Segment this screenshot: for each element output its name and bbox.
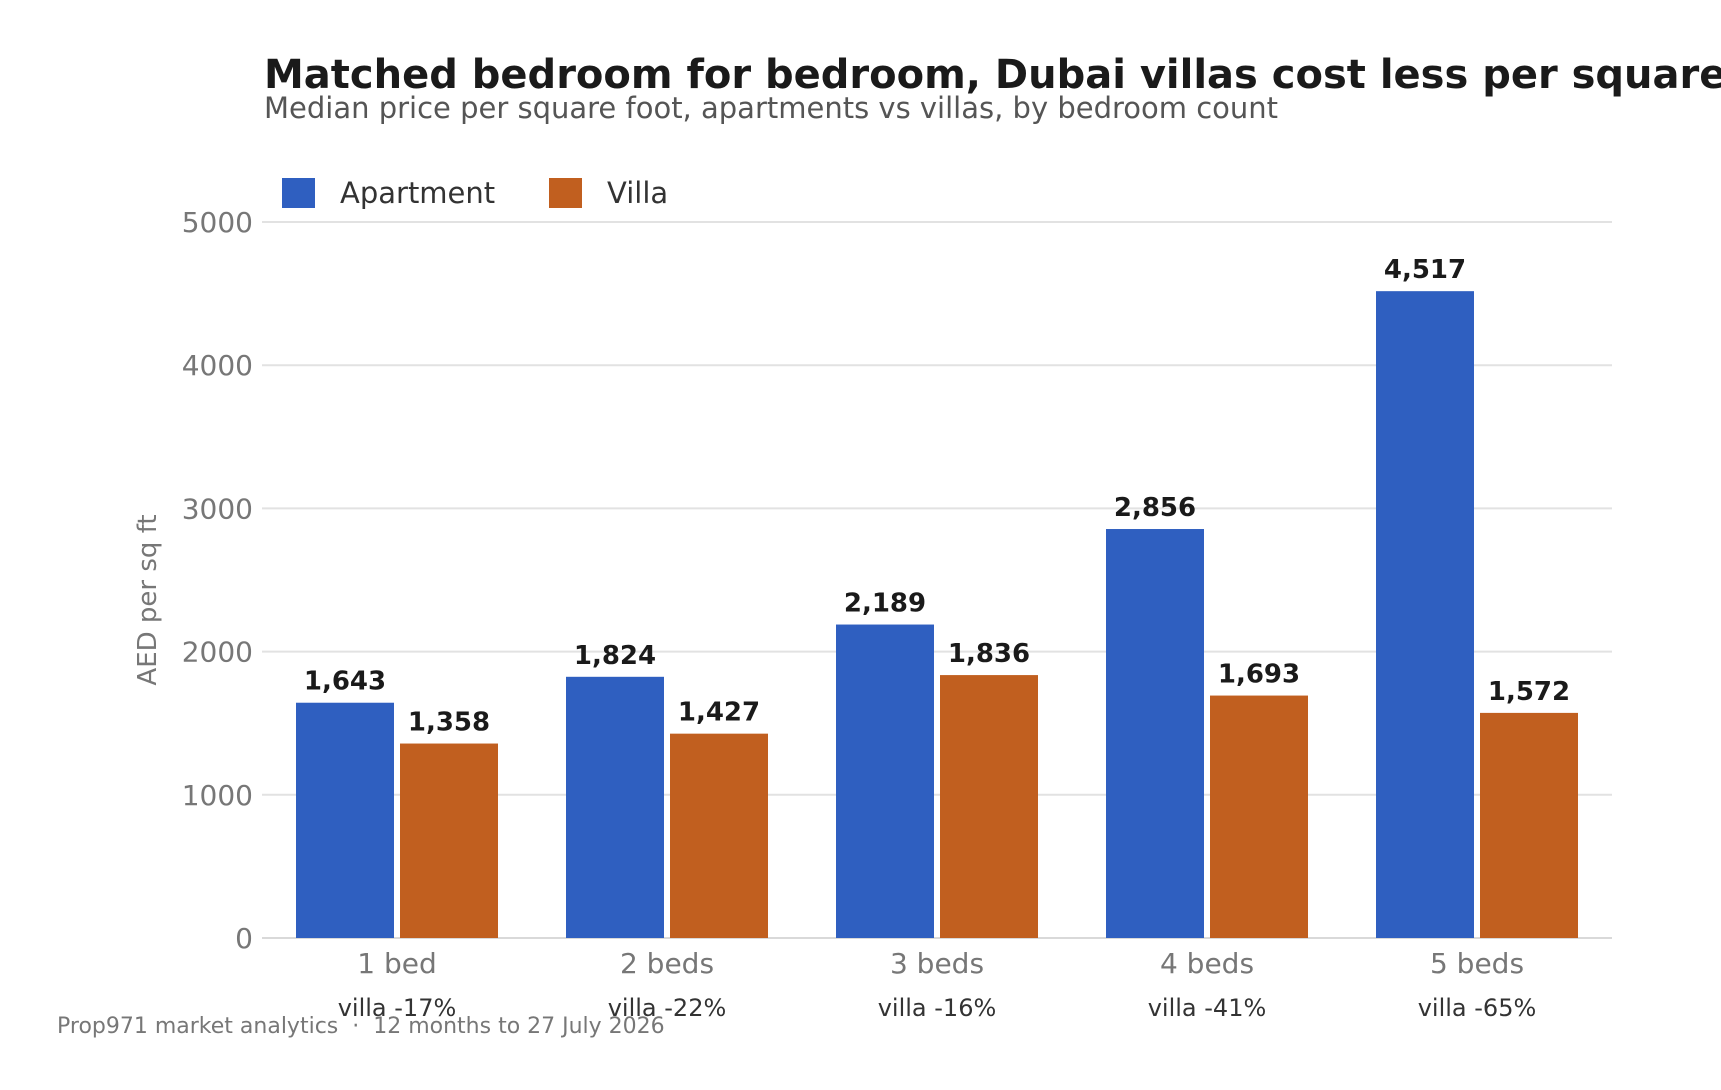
data-label: 1,643 <box>304 667 386 697</box>
x-tick-label: 5 beds <box>1430 947 1524 980</box>
bar-villa <box>400 743 498 938</box>
data-label: 1,693 <box>1218 660 1300 690</box>
bar-villa <box>670 733 768 938</box>
bar-villa <box>1210 695 1308 938</box>
bar-apartment <box>1376 291 1474 938</box>
y-tick-label: 1000 <box>182 779 253 812</box>
category-note: villa -16% <box>878 994 997 1022</box>
bars <box>296 291 1578 938</box>
chart-title: Matched bedroom for bedroom, Dubai villa… <box>264 52 1721 98</box>
x-axis-categories: 1 bed villa -17% 2 beds villa -22% 3 beds vil… <box>338 947 1537 1022</box>
x-tick-label: 2 beds <box>620 947 714 980</box>
category-note: villa -65% <box>1418 994 1537 1022</box>
data-label: 1,836 <box>948 639 1030 669</box>
bar-apartment <box>836 624 934 938</box>
footer-note: Prop971 market analytics · 12 months to … <box>57 1014 665 1039</box>
y-tick-label: 3000 <box>182 492 253 525</box>
data-label: 2,189 <box>844 589 926 619</box>
y-axis-title: AED per sq ft <box>133 514 163 685</box>
data-label: 2,856 <box>1114 493 1196 523</box>
data-labels: 1,643 1,358 1,824 1,427 2,189 1,836 2,856 1,693… <box>304 255 1570 737</box>
x-tick-label: 3 beds <box>890 947 984 980</box>
y-tick-label: 4000 <box>182 349 253 382</box>
bar-apartment <box>296 702 394 938</box>
data-label: 1,358 <box>408 708 490 738</box>
category-note: villa -41% <box>1148 994 1267 1022</box>
bar-apartment <box>1106 529 1204 938</box>
category-note: villa -22% <box>608 994 727 1022</box>
y-axis-ticks: 0 1000 2000 3000 4000 5000 <box>182 206 253 955</box>
y-tick-label: 2000 <box>182 636 253 669</box>
bar-apartment <box>566 676 664 938</box>
chart-subtitle: Median price per square foot, apartments… <box>264 91 1278 125</box>
legend: Apartment Villa <box>282 176 668 210</box>
legend-label-villa: Villa <box>607 176 668 210</box>
data-label: 1,572 <box>1488 677 1570 707</box>
legend-label-apartment: Apartment <box>340 176 495 210</box>
y-tick-label: 5000 <box>182 206 253 239</box>
data-label: 4,517 <box>1384 255 1466 285</box>
data-label: 1,427 <box>678 698 760 728</box>
category-note: villa -17% <box>338 994 457 1022</box>
legend-swatch-apartment <box>282 178 315 208</box>
x-tick-label: 4 beds <box>1160 947 1254 980</box>
legend-swatch-villa <box>549 178 582 208</box>
bar-villa <box>940 675 1038 938</box>
x-tick-label: 1 bed <box>357 947 437 980</box>
data-label: 1,824 <box>574 641 656 671</box>
y-tick-label: 0 <box>235 922 253 955</box>
bar-villa <box>1480 712 1578 938</box>
